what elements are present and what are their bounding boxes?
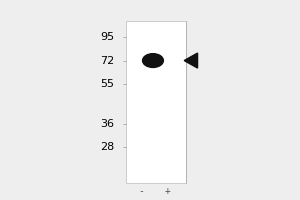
Text: -: -	[138, 186, 144, 196]
Text: 28: 28	[100, 142, 114, 152]
FancyBboxPatch shape	[126, 21, 186, 183]
Text: 55: 55	[100, 79, 114, 89]
Text: 72: 72	[100, 56, 114, 66]
Text: +: +	[165, 186, 171, 196]
Text: 95: 95	[100, 32, 114, 42]
Text: 36: 36	[100, 119, 114, 129]
Ellipse shape	[142, 54, 164, 67]
Polygon shape	[184, 53, 198, 68]
